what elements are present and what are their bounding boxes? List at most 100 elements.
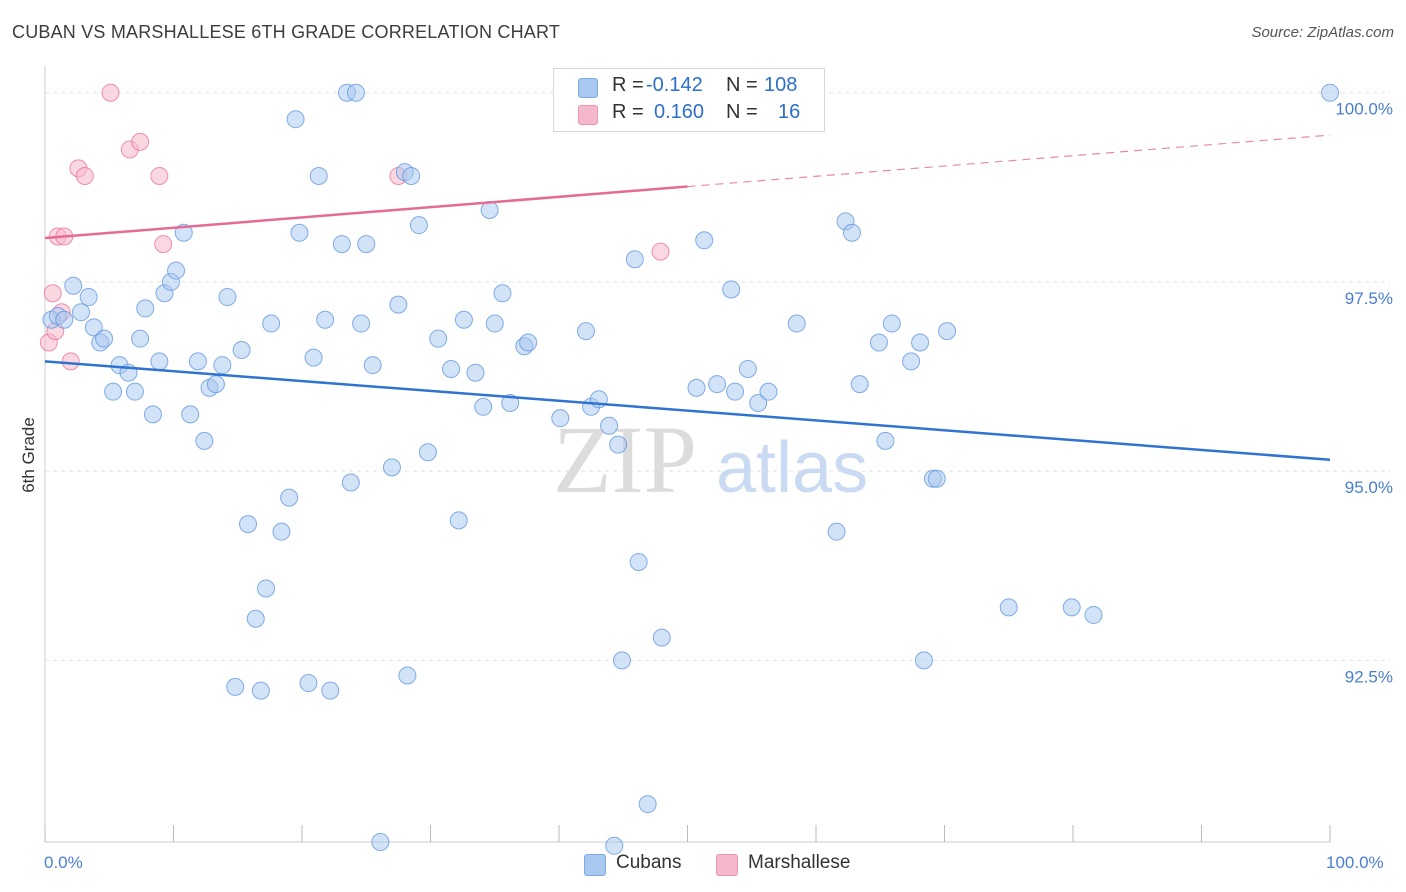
cubans-point <box>104 382 123 401</box>
cubans-point <box>418 443 437 462</box>
cubans-point <box>927 469 946 488</box>
cubans-point <box>257 579 276 598</box>
y-tick-label: 92.5% <box>1345 667 1393 686</box>
cubans-points <box>42 83 1339 855</box>
chart-title: CUBAN VS MARSHALLESE 6TH GRADE CORRELATI… <box>12 22 561 42</box>
cubans-point <box>485 314 504 333</box>
cubans-point <box>911 333 930 352</box>
cubans-point <box>869 333 888 352</box>
cubans-point <box>188 352 207 371</box>
cubans-point <box>466 363 485 382</box>
cubans-point <box>136 299 155 318</box>
cubans-point <box>938 322 957 341</box>
cubans-point <box>321 681 340 700</box>
cubans-point <box>239 515 258 534</box>
marshallese-point <box>651 242 670 261</box>
correlation-legend: R = -0.142 N = 108 R = 0.160 N = 16 <box>553 68 825 132</box>
marshallese-point <box>150 166 169 185</box>
source-label: Source: ZipAtlas.com <box>1251 24 1394 41</box>
cubans-point <box>1062 598 1081 617</box>
cubans-point <box>95 329 114 348</box>
cubans-point <box>125 382 144 401</box>
cubans-point <box>827 522 846 541</box>
cubans-point <box>726 382 745 401</box>
y-tick-label: 95.0% <box>1345 478 1393 497</box>
cubans-point <box>1084 605 1103 624</box>
n-value: 16 <box>778 101 801 123</box>
cubans-point <box>454 310 473 329</box>
cubans-trend-line <box>44 360 1331 462</box>
cubans-point <box>290 223 309 242</box>
cubans-point <box>262 314 281 333</box>
x-tick-max: 100.0% <box>1326 853 1384 872</box>
y-tick-label: 100.0% <box>1335 100 1393 119</box>
cubans-point <box>519 333 538 352</box>
marshallese-point <box>131 132 150 151</box>
cubans-point <box>299 674 318 693</box>
cubans-point <box>218 288 237 307</box>
cubans-point <box>316 310 335 329</box>
trend-lines <box>44 134 1331 462</box>
cubans-point <box>357 235 376 254</box>
cubans-point <box>850 375 869 394</box>
cubans-point <box>181 405 200 424</box>
cubans-point <box>389 295 408 314</box>
n-label: N = <box>726 74 758 96</box>
marshallese-trend-line <box>44 185 688 240</box>
cubans-point <box>341 473 360 492</box>
cubans-point <box>914 651 933 670</box>
cubans-point <box>551 409 570 428</box>
y-tick-label: 97.5% <box>1345 289 1393 308</box>
marshallese-points <box>39 83 670 371</box>
legend-swatch-cubans <box>578 78 598 98</box>
cubans-point <box>84 318 103 337</box>
marshallese-point <box>101 83 120 102</box>
cubans-point <box>304 348 323 367</box>
cubans-point <box>576 322 595 341</box>
watermark-zip: ZIP <box>553 406 697 513</box>
cubans-point <box>749 394 768 413</box>
cubans-point <box>206 375 225 394</box>
cubans-point <box>738 359 757 378</box>
cubans-point <box>695 231 714 250</box>
cubans-point <box>131 329 150 348</box>
cubans-point <box>842 223 861 242</box>
cubans-point <box>708 375 727 394</box>
cubans-point <box>280 488 299 507</box>
r-label: R = <box>612 74 644 96</box>
cubans-point <box>625 250 644 269</box>
cubans-point <box>363 356 382 375</box>
r-value: -0.142 <box>646 74 703 96</box>
cubans-point <box>600 416 619 435</box>
cubans-point <box>272 522 291 541</box>
cubans-point <box>64 276 83 295</box>
cubans-point <box>226 677 245 696</box>
n-label: N = <box>726 101 758 123</box>
cubans-point <box>79 288 98 307</box>
cubans-point <box>167 261 186 280</box>
cubans-point <box>346 83 365 102</box>
cubans-point <box>429 329 448 348</box>
cubans-point <box>143 405 162 424</box>
cubans-point <box>876 431 895 450</box>
r-value: 0.160 <box>654 101 705 123</box>
cubans-point <box>251 681 270 700</box>
y-axis-label: 6th Grade <box>19 417 38 493</box>
cubans-point <box>902 352 921 371</box>
r-label: R = <box>612 101 644 123</box>
x-tick-min: 0.0% <box>44 853 83 872</box>
marshallese-point <box>43 284 62 303</box>
cubans-point <box>652 628 671 647</box>
cubans-point <box>722 280 741 299</box>
cubans-point <box>501 394 520 413</box>
legend-swatch-marshallese <box>716 854 738 876</box>
marshallese-point <box>61 352 80 371</box>
marshallese-point <box>154 235 173 254</box>
cubans-point <box>409 216 428 235</box>
cubans-point <box>609 435 628 454</box>
cubans-point <box>332 235 351 254</box>
legend-label-marshallese: Marshallese <box>748 852 851 873</box>
cubans-point <box>999 598 1018 617</box>
cubans-point <box>882 314 901 333</box>
